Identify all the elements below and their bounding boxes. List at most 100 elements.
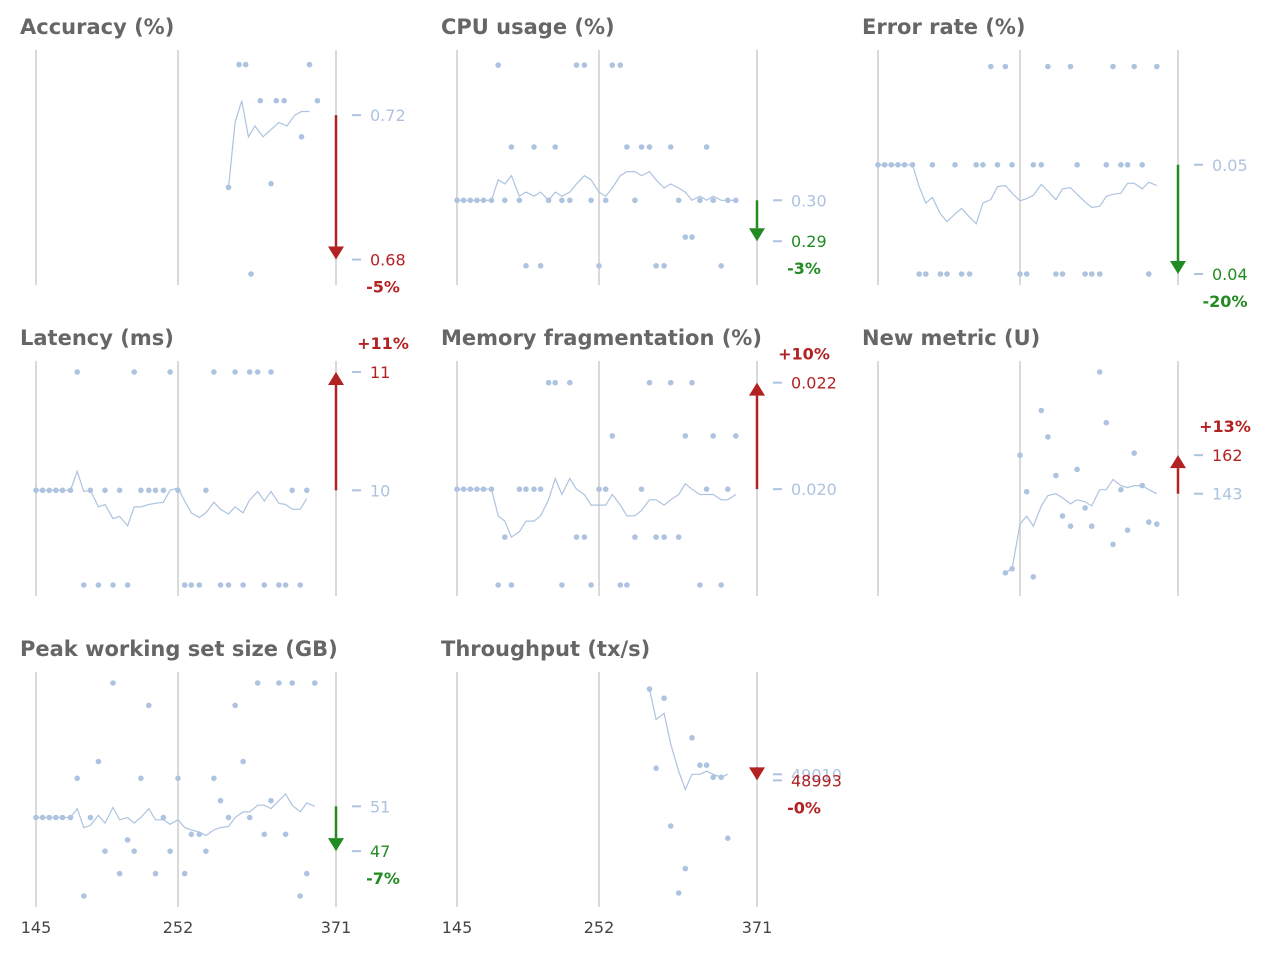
data-point: [1082, 271, 1088, 277]
data-point: [138, 775, 144, 782]
data-point: [710, 197, 716, 204]
data-point: [523, 263, 529, 269]
current-label: 0.022: [791, 374, 837, 393]
data-point: [1053, 271, 1059, 277]
data-point: [53, 487, 59, 494]
data-point: [254, 369, 261, 375]
data-point: [980, 162, 986, 168]
data-point: [110, 680, 116, 686]
data-point: [516, 486, 523, 493]
data-point: [217, 582, 224, 588]
data-point: [248, 271, 254, 277]
data-point: [1023, 271, 1030, 277]
data-point: [689, 234, 695, 240]
data-point: [958, 271, 965, 277]
data-point: [211, 775, 217, 782]
data-point: [87, 487, 94, 494]
data-point: [646, 144, 653, 150]
data-point: [116, 487, 123, 494]
data-point: [682, 234, 689, 240]
data-point: [1146, 519, 1152, 525]
data-point: [1053, 472, 1059, 479]
data-point: [531, 486, 537, 493]
data-point: [203, 848, 209, 854]
data-point: [875, 162, 881, 168]
data-point: [188, 582, 195, 588]
data-point: [59, 814, 66, 821]
change-arrow-head: [749, 767, 765, 781]
baseline-label: 0.05: [1212, 156, 1248, 175]
data-point: [81, 893, 87, 899]
change-arrow-head: [749, 382, 765, 396]
data-point: [617, 62, 624, 68]
data-point: [661, 263, 667, 269]
data-point: [257, 97, 264, 104]
data-point: [39, 814, 46, 821]
data-point: [523, 486, 529, 493]
data-point: [460, 197, 467, 204]
data-point: [1023, 488, 1030, 495]
data-point: [1088, 523, 1095, 529]
data-point: [697, 197, 703, 204]
data-point: [1139, 162, 1145, 168]
data-point: [304, 870, 310, 877]
data-point: [116, 870, 123, 877]
data-point: [297, 893, 304, 899]
data-point: [596, 263, 602, 269]
panel-title: Latency (ms): [20, 326, 174, 350]
data-point: [661, 695, 667, 701]
data-point: [697, 582, 703, 588]
data-point: [39, 487, 46, 494]
data-point: [74, 369, 80, 375]
data-point: [581, 534, 588, 540]
data-point: [460, 486, 467, 493]
data-point: [988, 63, 994, 70]
data-point: [211, 369, 217, 375]
data-point: [95, 582, 102, 588]
data-point: [710, 433, 716, 439]
data-point: [909, 162, 916, 168]
data-point: [617, 582, 624, 588]
data-point: [1124, 527, 1131, 533]
change-arrow-head: [1170, 455, 1186, 469]
current-label: 0.29: [791, 232, 827, 251]
data-point: [175, 487, 181, 494]
panel-7: Peak working set size (GB) 145 252 371 51 47 -…: [20, 637, 400, 937]
data-point: [1118, 162, 1124, 168]
data-point: [653, 765, 659, 771]
panel-2: CPU usage (%) 0.30 0.29 -3%: [441, 15, 827, 285]
data-point: [502, 197, 508, 204]
data-point: [718, 774, 724, 781]
percent-change-label: -7%: [366, 869, 400, 888]
data-point: [916, 271, 922, 277]
data-point: [276, 582, 282, 588]
data-point: [454, 486, 460, 493]
data-point: [152, 487, 159, 494]
data-point: [675, 534, 682, 540]
data-point: [675, 197, 682, 204]
data-point: [1038, 162, 1045, 168]
data-point: [624, 144, 630, 150]
current-label: 0.04: [1212, 265, 1248, 284]
data-point: [474, 197, 480, 204]
data-point: [508, 582, 515, 588]
data-point: [33, 487, 39, 494]
data-point: [1082, 505, 1088, 511]
data-point: [689, 735, 695, 741]
current-label: 0.68: [370, 251, 406, 270]
data-point: [314, 97, 321, 104]
data-point: [276, 680, 282, 686]
trend-line: [1005, 478, 1158, 574]
data-point: [559, 197, 565, 204]
data-point: [667, 379, 674, 386]
change-arrow-head: [1170, 261, 1186, 274]
data-point: [167, 848, 173, 854]
data-point: [261, 831, 268, 838]
data-point: [901, 162, 908, 168]
data-point: [160, 487, 167, 494]
data-point: [312, 680, 318, 686]
data-point: [268, 180, 274, 187]
percent-change-label: +11%: [357, 334, 409, 353]
baseline-label: 51: [370, 797, 390, 816]
